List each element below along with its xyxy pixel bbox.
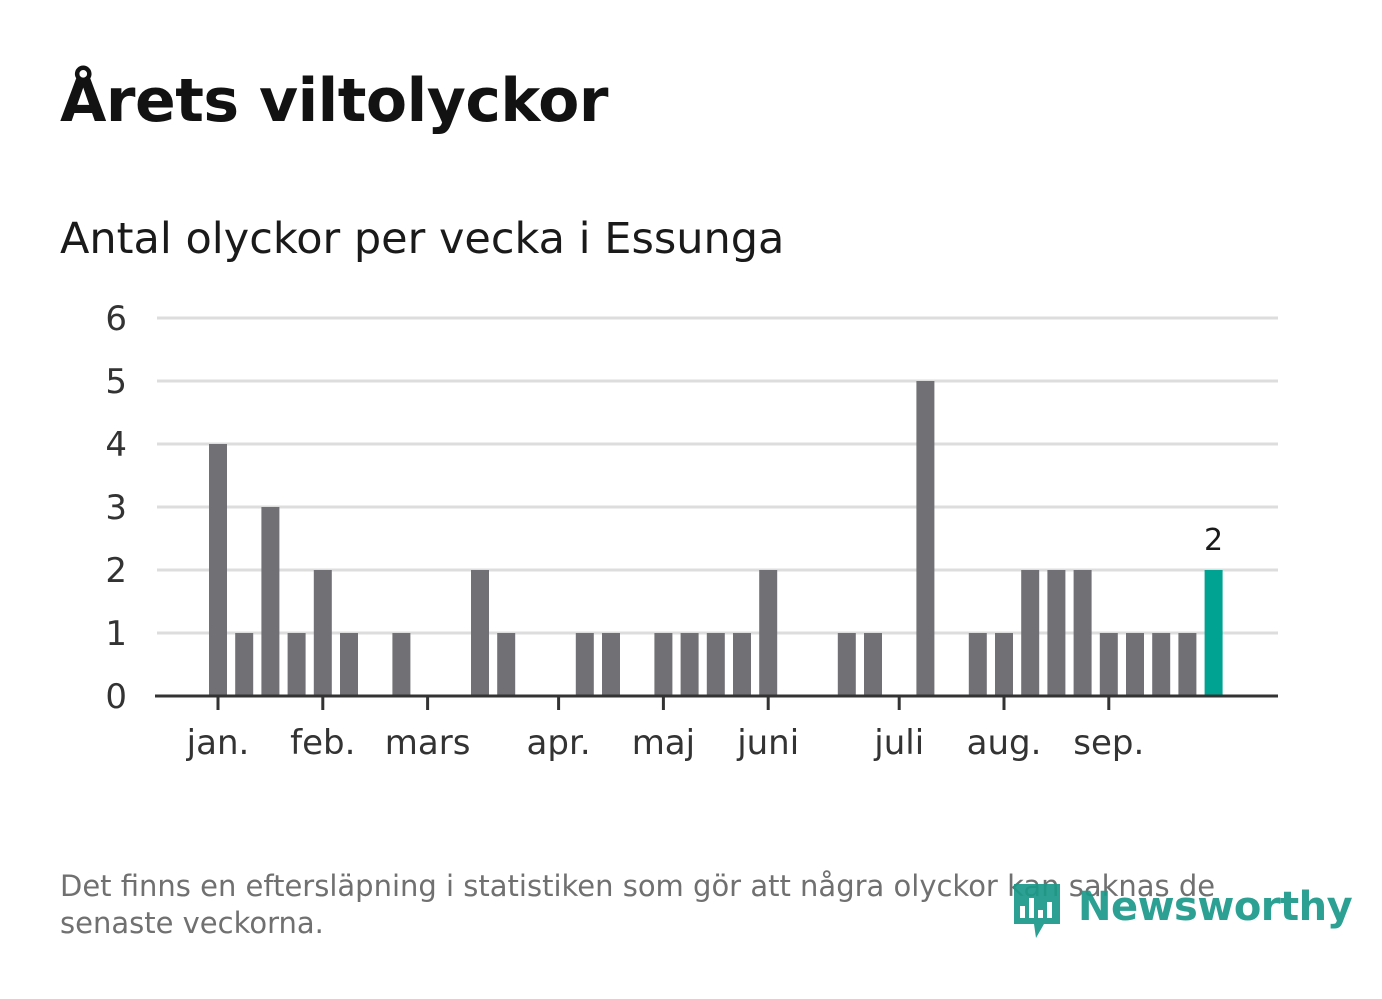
bar — [864, 633, 882, 696]
bar — [654, 633, 673, 696]
data-label: 2 — [1204, 523, 1223, 558]
x-tick-label: maj — [632, 723, 695, 763]
bar — [287, 633, 306, 696]
y-tick-label: 4 — [105, 425, 127, 465]
bar — [1021, 570, 1040, 696]
y-tick-label: 2 — [105, 551, 127, 591]
bar — [1152, 633, 1171, 696]
chart-title: Årets viltolyckor — [60, 66, 609, 136]
bar — [575, 633, 594, 696]
y-tick-label: 6 — [105, 299, 127, 339]
x-tick-label: apr. — [527, 723, 591, 763]
x-tick-label: juni — [736, 723, 799, 763]
bar — [733, 633, 751, 696]
y-tick-label: 3 — [105, 488, 127, 528]
bar — [837, 633, 856, 696]
x-axis-ticks: jan. feb. mars apr. maj juni juli aug. sep. — [186, 723, 1145, 763]
bar — [235, 633, 254, 696]
y-tick-label: 0 — [105, 677, 127, 717]
x-axis — [155, 694, 1278, 710]
x-tick-label: aug. — [967, 723, 1042, 763]
bar — [392, 633, 411, 696]
x-tick-label: juli — [873, 723, 924, 763]
bar — [209, 444, 227, 696]
chart-subtitle: Antal olyckor per vecka i Essunga — [60, 214, 785, 264]
x-tick-label: feb. — [290, 723, 355, 763]
bar — [680, 633, 699, 696]
newsworthy-logo-icon — [1014, 884, 1060, 938]
y-tick-label: 5 — [105, 362, 127, 402]
bar — [471, 570, 489, 696]
bar — [1178, 633, 1197, 696]
bars — [209, 381, 1223, 696]
bar — [1047, 570, 1066, 696]
y-axis-ticks: 0 1 2 3 4 5 6 — [105, 299, 127, 717]
bar — [340, 633, 358, 696]
newsworthy-logo: Newsworthy — [1010, 880, 1353, 942]
bar-chart: 0 1 2 3 4 5 6 jan. feb. mars apr. maj juni juli aug. s… — [105, 299, 1278, 763]
newsworthy-logo-text: Newsworthy — [1078, 884, 1353, 930]
bar — [1099, 633, 1118, 696]
bar — [313, 570, 332, 696]
x-tick-label: sep. — [1073, 723, 1144, 763]
bar — [759, 570, 778, 696]
bar — [1073, 570, 1092, 696]
bar-highlight — [1204, 570, 1223, 696]
bar — [968, 633, 987, 696]
x-tick-label: jan. — [186, 723, 250, 763]
bar — [706, 633, 725, 696]
y-tick-label: 1 — [105, 614, 127, 654]
bar — [602, 633, 620, 696]
bar — [261, 507, 280, 696]
bar — [1126, 633, 1144, 696]
bar — [916, 381, 935, 696]
bar — [995, 633, 1013, 696]
data-labels: 2 — [1204, 523, 1223, 558]
x-tick-label: mars — [385, 723, 471, 763]
bar — [497, 633, 516, 696]
